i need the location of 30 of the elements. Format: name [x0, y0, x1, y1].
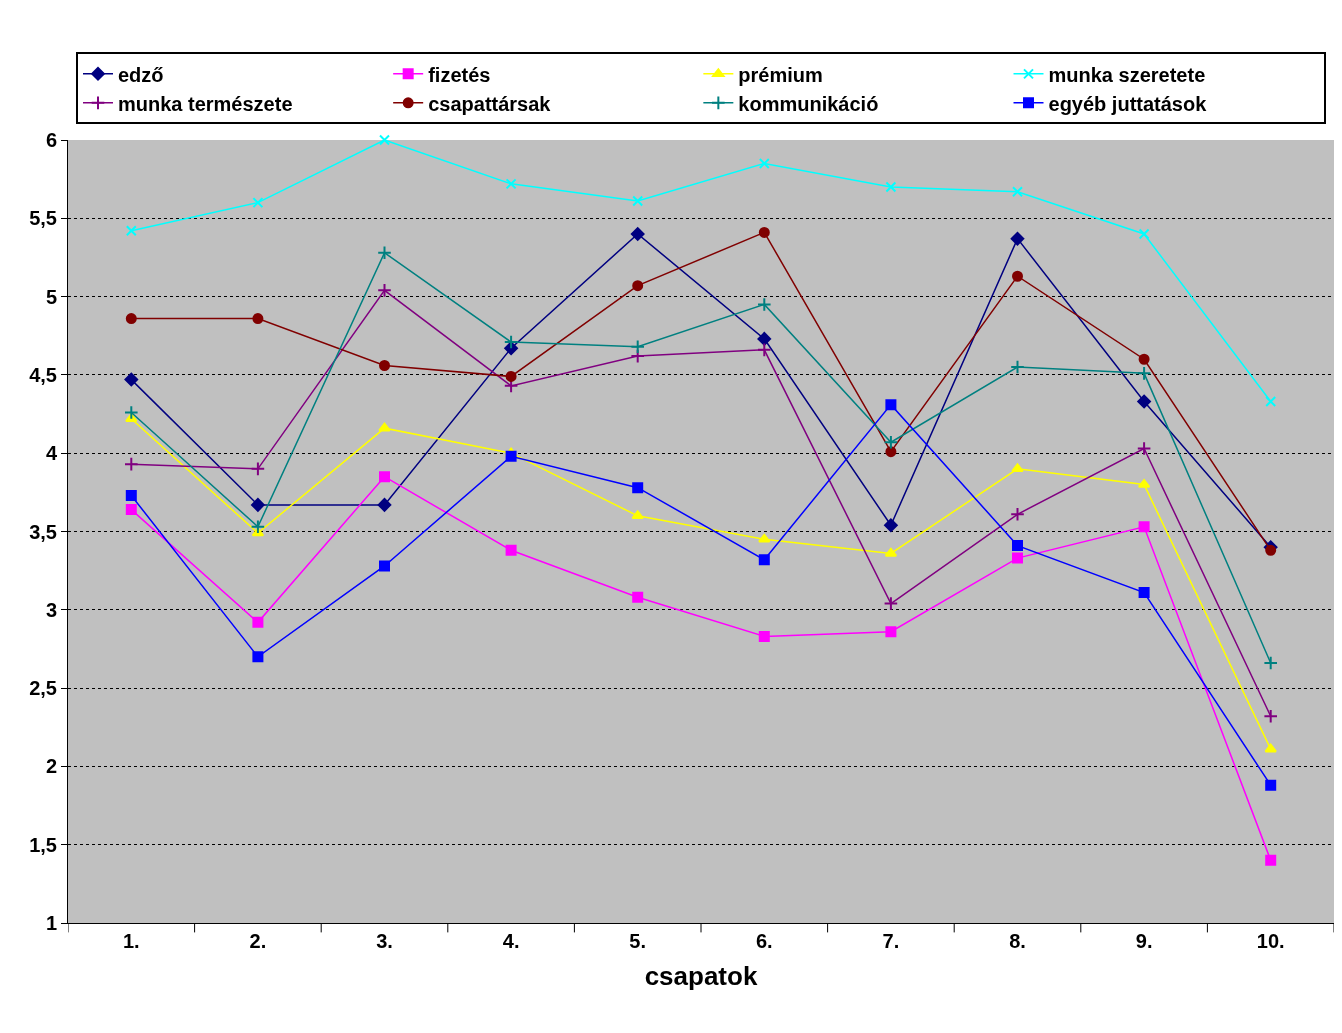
y-tick-label: 5	[45, 285, 57, 308]
x-axis-title: csapatok	[644, 960, 758, 991]
y-tick-label: 6	[45, 129, 57, 151]
x-tick-label: 9.	[1135, 930, 1153, 952]
x-tick-label: 6.	[755, 930, 773, 952]
legend-label: egyéb juttatások	[1048, 92, 1208, 115]
x-tick-label: 2.	[249, 930, 267, 952]
legend-label: munka szeretete	[1048, 63, 1206, 86]
x-tick-label: 7.	[882, 930, 900, 952]
x-tick-label: 10.	[1256, 930, 1285, 952]
legend-label: csapattársak	[428, 92, 552, 115]
y-tick-label: 3	[45, 598, 57, 621]
x-tick-label: 3.	[376, 930, 393, 952]
y-tick-label: 2,5	[29, 677, 57, 700]
legend-label: fizetés	[428, 63, 491, 86]
x-tick-label: 5.	[629, 930, 647, 952]
x-tick-label: 1.	[122, 930, 140, 952]
x-tick-label: 8.	[1009, 930, 1026, 952]
y-tick-label: 2	[45, 755, 57, 778]
y-tick-label: 5,5	[29, 207, 57, 230]
legend-label: kommunikáció	[738, 92, 879, 115]
legend-label: munka természete	[118, 92, 293, 115]
y-tick-label: 3,5	[29, 520, 57, 543]
y-tick-label: 4,5	[29, 363, 57, 386]
x-tick-label: 4.	[502, 930, 520, 952]
y-tick-label: 1	[45, 912, 57, 934]
legend-label: prémium	[738, 63, 823, 86]
y-tick-label: 1,5	[29, 833, 57, 856]
y-tick-label: 4	[45, 442, 58, 465]
legend-label: edző	[118, 63, 164, 86]
